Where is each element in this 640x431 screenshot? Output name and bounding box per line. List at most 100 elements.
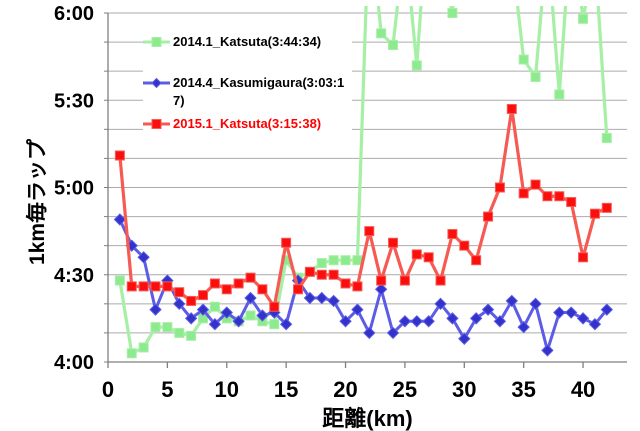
data-point-marker — [162, 281, 173, 292]
data-point-marker — [126, 348, 137, 359]
data-point-marker — [530, 71, 541, 82]
y-tick-label: 6:00 — [54, 3, 94, 25]
data-point-marker — [138, 281, 149, 292]
data-point-marker — [469, 312, 483, 325]
data-point-marker — [209, 278, 220, 289]
y-tick-label: 5:00 — [54, 178, 94, 200]
data-point-marker — [518, 54, 529, 65]
data-point-marker — [386, 326, 400, 340]
data-point-marker — [411, 249, 422, 260]
legend-item-2014-1-katsuta-3-44-34: 2014.1_Katsuta(3:44:34) — [143, 33, 344, 51]
legend-swatch-diamond-icon — [143, 77, 170, 89]
y-tick-labels: 4:00 4:30 5:00 5:30 6:00 — [54, 3, 94, 374]
legend-swatch-square-icon — [143, 119, 170, 129]
data-point-marker — [434, 297, 447, 311]
x-tick-labels: 0 5 10 15 20 25 30 35 40 — [102, 377, 595, 402]
legend-swatch-square-icon — [143, 37, 170, 47]
chart-legend: 2014.1_Katsuta(3:44:34) 2014.4_Kasumigaur… — [143, 27, 353, 137]
data-point-marker — [518, 188, 529, 199]
x-tick-label: 15 — [274, 377, 298, 402]
data-point-marker — [422, 315, 435, 328]
data-point-marker — [208, 317, 222, 331]
data-point-marker — [363, 326, 376, 340]
data-point-marker — [601, 202, 612, 213]
data-point-marker — [304, 266, 315, 277]
data-point-marker — [374, 283, 388, 296]
data-point-marker — [198, 290, 209, 301]
x-tick-label: 0 — [102, 377, 114, 402]
data-point-marker — [174, 287, 185, 298]
data-point-marker — [244, 291, 257, 305]
x-tick-label: 10 — [215, 377, 239, 402]
data-point-marker — [114, 275, 125, 286]
data-point-marker — [566, 197, 577, 208]
data-point-marker — [114, 150, 125, 161]
data-point-marker — [471, 255, 482, 266]
data-point-marker — [578, 13, 589, 24]
data-point-marker — [149, 303, 162, 316]
data-point-marker — [269, 301, 280, 312]
axis-ticks — [104, 12, 584, 368]
data-point-marker — [447, 8, 458, 18]
x-tick-label: 5 — [161, 377, 173, 402]
data-point-marker — [184, 312, 198, 325]
legend-item-2015-1-katsuta-3-15-38: 2015.1_Katsuta(3:15:38) — [143, 115, 344, 133]
data-point-marker — [150, 322, 161, 333]
data-point-marker — [328, 255, 339, 266]
data-point-marker — [196, 303, 210, 316]
data-point-marker — [388, 39, 399, 50]
data-point-marker — [576, 312, 590, 325]
legend-label: 2015.1_Katsuta(3:15:38) — [173, 116, 322, 131]
data-point-marker — [220, 306, 233, 319]
data-point-marker — [564, 306, 578, 319]
data-point-marker — [327, 294, 340, 308]
data-point-marker — [601, 133, 612, 144]
data-point-marker — [150, 281, 161, 292]
data-point-marker — [554, 191, 565, 202]
data-point-marker — [388, 237, 399, 248]
data-point-marker — [281, 237, 292, 248]
data-point-marker — [542, 191, 553, 202]
data-point-marker — [600, 303, 614, 316]
data-point-marker — [483, 211, 494, 222]
data-point-marker — [328, 269, 339, 280]
y-tick-label: 5:30 — [54, 90, 94, 112]
data-point-marker — [423, 252, 434, 263]
data-point-marker — [554, 89, 565, 100]
x-tick-label: 40 — [571, 377, 595, 402]
data-point-marker — [232, 315, 245, 328]
data-point-marker — [174, 327, 185, 338]
y-tick-label: 4:00 — [54, 352, 94, 374]
data-point-marker — [316, 258, 327, 269]
data-point-marker — [293, 284, 304, 295]
data-point-marker — [481, 303, 495, 316]
legend-label: 2014.4_Kasumigaura(3:03:1 7) — [173, 75, 345, 108]
data-point-marker — [376, 28, 387, 39]
x-tick-label: 30 — [452, 377, 476, 402]
data-point-marker — [245, 272, 256, 283]
data-point-marker — [588, 317, 602, 331]
data-point-marker — [138, 342, 149, 353]
data-point-marker — [589, 208, 600, 219]
data-point-marker — [173, 297, 186, 311]
data-point-marker — [494, 182, 505, 193]
data-point-marker — [446, 312, 459, 325]
data-point-marker — [506, 103, 517, 114]
data-point-marker — [221, 284, 232, 295]
data-point-marker — [315, 291, 328, 305]
data-point-marker — [186, 295, 197, 306]
data-point-marker — [493, 315, 507, 328]
legend-label: 2014.1_Katsuta(3:44:34) — [173, 34, 322, 49]
data-point-marker — [435, 275, 446, 286]
data-point-marker — [505, 294, 519, 308]
data-point-marker — [340, 255, 351, 266]
x-tick-label: 35 — [511, 377, 535, 402]
data-point-marker — [410, 315, 423, 328]
data-point-marker — [529, 297, 542, 311]
y-tick-label: 4:30 — [54, 265, 94, 287]
y-axis-title: 1km毎ラップ — [26, 138, 49, 266]
data-point-marker — [351, 303, 364, 316]
data-point-marker — [340, 278, 351, 289]
data-point-marker — [339, 315, 352, 328]
